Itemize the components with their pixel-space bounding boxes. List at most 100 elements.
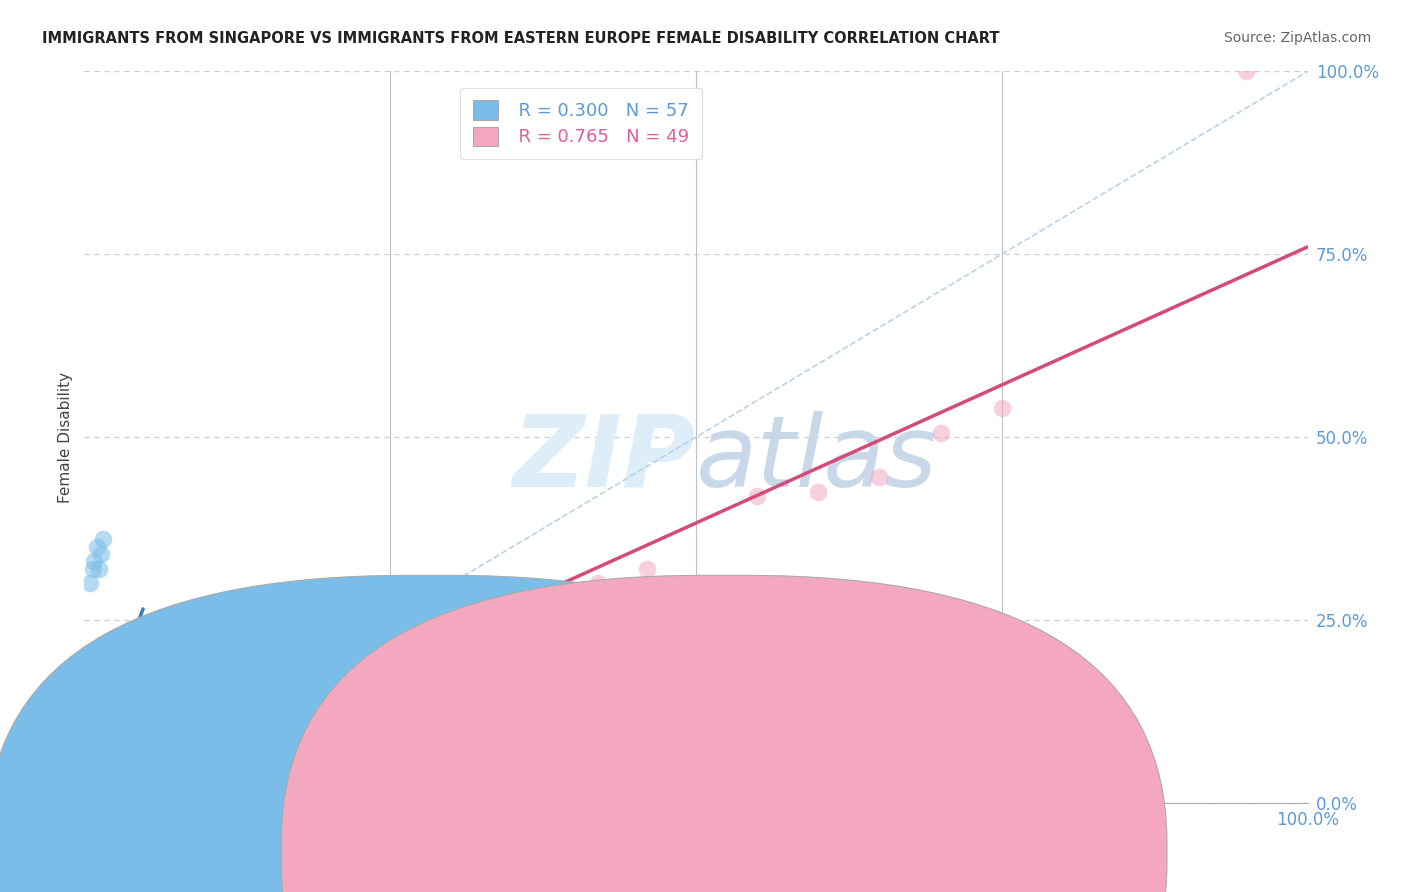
- Point: [183, 723, 205, 737]
- Point: [104, 737, 127, 751]
- Point: [110, 737, 132, 751]
- Point: [257, 686, 280, 700]
- Point: [87, 770, 110, 784]
- Point: [83, 554, 105, 568]
- Point: [82, 730, 104, 744]
- Point: [232, 700, 254, 714]
- Point: [79, 723, 101, 737]
- Point: [86, 745, 108, 759]
- Point: [190, 719, 212, 733]
- Point: [122, 740, 145, 755]
- Point: [86, 730, 108, 744]
- Y-axis label: Female Disability: Female Disability: [58, 371, 73, 503]
- Text: ZIP: ZIP: [513, 410, 696, 508]
- Point: [86, 540, 108, 554]
- Point: [330, 672, 353, 686]
- Point: [416, 642, 439, 657]
- Point: [96, 773, 118, 788]
- Point: [87, 730, 110, 744]
- Point: [100, 730, 122, 744]
- Point: [135, 740, 157, 755]
- Legend:   R = 0.300   N = 57,   R = 0.765   N = 49: R = 0.300 N = 57, R = 0.765 N = 49: [460, 87, 702, 159]
- Point: [110, 748, 132, 763]
- Point: [214, 649, 236, 664]
- Point: [104, 730, 127, 744]
- Point: [97, 778, 120, 792]
- Point: [153, 730, 176, 744]
- Point: [82, 773, 104, 788]
- Point: [79, 737, 101, 751]
- Point: [96, 745, 118, 759]
- Point: [86, 737, 108, 751]
- Point: [97, 730, 120, 744]
- Point: [91, 780, 114, 794]
- Point: [91, 745, 114, 759]
- Text: Immigrants from Eastern Europe: Immigrants from Eastern Europe: [752, 846, 1002, 860]
- Point: [96, 737, 118, 751]
- Point: [219, 708, 242, 723]
- Point: [807, 485, 830, 500]
- Point: [104, 752, 127, 766]
- Point: [91, 533, 114, 547]
- Point: [87, 780, 110, 794]
- Point: [177, 723, 200, 737]
- Point: [79, 730, 101, 744]
- Point: [79, 759, 101, 773]
- Point: [453, 627, 475, 641]
- Point: [354, 708, 377, 723]
- Point: [82, 737, 104, 751]
- Point: [79, 766, 101, 780]
- Point: [747, 489, 769, 503]
- Point: [172, 726, 194, 740]
- Point: [97, 752, 120, 766]
- Point: [141, 737, 163, 751]
- Point: [90, 547, 112, 561]
- Point: [97, 737, 120, 751]
- Point: [96, 778, 118, 792]
- Point: [79, 745, 101, 759]
- Point: [115, 745, 138, 759]
- Point: [91, 770, 114, 784]
- Point: [586, 576, 609, 591]
- Point: [208, 712, 231, 726]
- Point: [489, 613, 512, 627]
- Point: [636, 562, 658, 576]
- Point: [195, 715, 218, 730]
- Point: [929, 426, 952, 441]
- Point: [87, 737, 110, 751]
- Point: [146, 733, 169, 747]
- Point: [141, 733, 163, 747]
- Point: [90, 745, 112, 759]
- Text: atlas: atlas: [696, 410, 938, 508]
- Point: [159, 730, 181, 744]
- Point: [82, 562, 104, 576]
- Point: [86, 773, 108, 788]
- Point: [91, 756, 114, 770]
- Point: [86, 723, 108, 737]
- Point: [87, 745, 110, 759]
- Point: [79, 576, 101, 591]
- Point: [97, 773, 120, 788]
- Point: [79, 778, 101, 792]
- Point: [869, 470, 891, 484]
- Text: Source: ZipAtlas.com: Source: ZipAtlas.com: [1223, 31, 1371, 45]
- Point: [82, 745, 104, 759]
- Point: [305, 679, 328, 693]
- Point: [245, 693, 267, 707]
- Point: [82, 759, 104, 773]
- Point: [82, 752, 104, 766]
- Point: [115, 737, 138, 751]
- Point: [90, 737, 112, 751]
- Point: [86, 745, 108, 759]
- Point: [269, 737, 291, 751]
- Point: [122, 730, 145, 744]
- Point: [86, 752, 108, 766]
- Point: [97, 748, 120, 763]
- Point: [128, 740, 150, 755]
- Point: [87, 562, 110, 576]
- Point: [538, 594, 561, 608]
- Point: [86, 759, 108, 773]
- Point: [86, 781, 108, 796]
- Point: [165, 726, 187, 740]
- Point: [91, 737, 114, 751]
